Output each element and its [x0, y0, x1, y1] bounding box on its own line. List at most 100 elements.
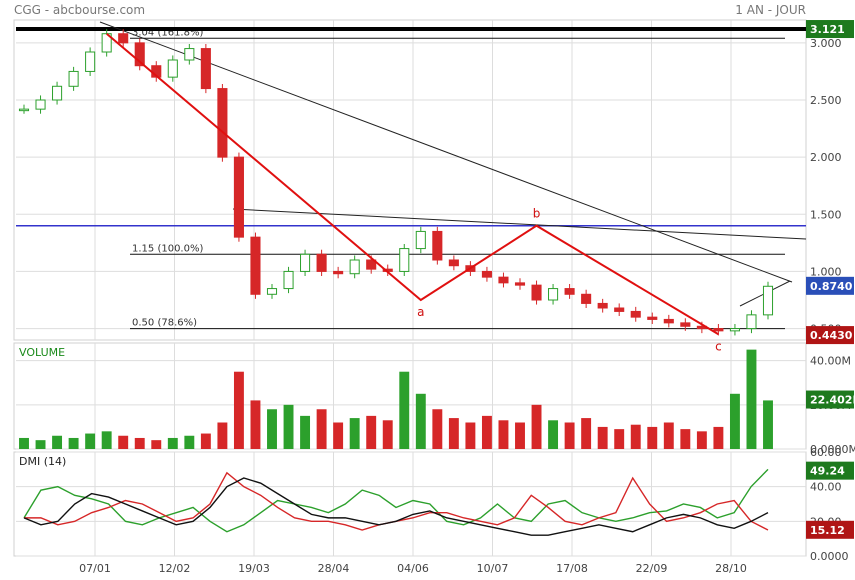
volume-bar	[713, 426, 724, 449]
volume-bar	[101, 431, 112, 449]
volume-bar	[184, 435, 195, 449]
volume-bar	[581, 418, 592, 449]
volume-bar	[548, 420, 559, 449]
candle-body	[729, 328, 740, 332]
price-badge-last: 0.8740	[810, 280, 853, 293]
candle-body	[18, 108, 30, 112]
wave-point-label: c	[715, 339, 722, 353]
candle-body	[680, 322, 691, 327]
volume-title: VOLUME	[19, 346, 65, 359]
volume-badge: 22.402K	[810, 394, 855, 407]
x-tick-label: 07/01	[79, 562, 111, 575]
volume-bar	[432, 409, 443, 449]
candle-body	[250, 236, 261, 295]
candle-body	[746, 314, 757, 330]
fibonacci-label: 1.15 (100.0%)	[132, 243, 203, 254]
volume-bar	[746, 349, 757, 449]
volume-bar	[515, 422, 525, 449]
volume-bar	[696, 431, 707, 449]
candle-body	[266, 288, 278, 295]
candle-body	[399, 248, 410, 272]
y-tick-label: 0.0000M	[810, 443, 855, 456]
volume-bar	[151, 440, 162, 449]
price-badge-low: 0.4430	[810, 329, 853, 342]
candle-body	[184, 48, 195, 61]
volume-bar	[349, 418, 360, 449]
volume-bar	[531, 404, 542, 449]
y-tick-label: 1.000	[810, 265, 842, 278]
price-panel	[13, 19, 807, 341]
candle-body	[349, 259, 360, 275]
volume-bar	[680, 429, 691, 449]
x-tick-label: 04/06	[397, 562, 429, 575]
volume-bar	[663, 422, 674, 449]
volume-bar	[283, 404, 294, 449]
wave-point-label: b	[533, 207, 541, 221]
dmi-plus-badge-bg	[806, 461, 854, 480]
dmi-adx-line	[23, 477, 769, 536]
fibonacci-label: 3.04 (161.8%)	[132, 27, 203, 38]
candle-body	[663, 318, 674, 324]
volume-bar	[19, 437, 29, 449]
volume-bar	[35, 440, 46, 449]
volume-bar	[465, 422, 476, 449]
candle-body	[68, 70, 79, 87]
volume-bar	[250, 400, 261, 449]
volume-bar	[763, 400, 773, 449]
price-badge-high-bg	[806, 20, 854, 39]
volume-bars	[19, 349, 773, 449]
volume-bar	[564, 422, 575, 449]
price-badge-low-bg	[806, 326, 854, 345]
candle-body	[300, 253, 311, 272]
candle-body	[514, 282, 526, 286]
y-tick-label: 40.00	[810, 481, 842, 494]
candlesticks	[18, 29, 774, 336]
dmi-plus-badge: 49.24	[810, 465, 845, 478]
volume-bar	[134, 437, 145, 449]
candle-body	[333, 270, 344, 275]
volume-bar	[200, 433, 211, 449]
y-tick-label: 1.500	[810, 208, 842, 221]
x-tick-label: 19/03	[238, 562, 270, 575]
volume-bar	[217, 422, 228, 449]
period-label: 1 AN - JOUR	[735, 3, 806, 17]
volume-bar	[233, 371, 244, 449]
volume-bar	[630, 424, 641, 449]
candle-body	[614, 307, 625, 312]
price-badge-high: 3.121	[810, 23, 845, 36]
candle-body	[647, 316, 658, 320]
candle-body	[52, 85, 63, 101]
volume-bar	[118, 435, 129, 449]
price-badge-last-bg	[806, 276, 854, 295]
volume-bar	[366, 415, 377, 449]
abc-wave: a b c	[106, 32, 722, 353]
x-tick-label: 22/09	[636, 562, 668, 575]
candle-body	[118, 33, 129, 44]
y-tick-label: 3.000	[810, 37, 842, 50]
candle-body	[134, 42, 145, 67]
volume-bar	[333, 422, 344, 449]
y-tick-label: 40.00M	[810, 355, 851, 368]
chart-source-title: CGG - abcbourse.com	[14, 3, 145, 17]
volume-bar	[597, 426, 608, 449]
dmi-lines	[23, 468, 769, 536]
x-tick-label: 10/07	[477, 562, 509, 575]
candle-body	[581, 293, 592, 304]
x-tick-label: 28/04	[318, 562, 350, 575]
volume-bar	[267, 409, 277, 449]
volume-bar	[382, 420, 393, 449]
candle-body	[713, 328, 724, 332]
volume-bar	[316, 409, 327, 449]
resistance-line	[232, 208, 807, 240]
dmi-title: DMI (14)	[19, 455, 66, 468]
candle-body	[432, 230, 443, 261]
volume-bar	[448, 418, 459, 449]
candle-body	[630, 310, 641, 318]
volume-badge-bg	[806, 390, 854, 409]
candle-body	[316, 253, 327, 272]
volume-bar	[399, 371, 410, 449]
y-tick-label: 0.0000	[810, 550, 849, 563]
volume-bar	[647, 426, 658, 449]
